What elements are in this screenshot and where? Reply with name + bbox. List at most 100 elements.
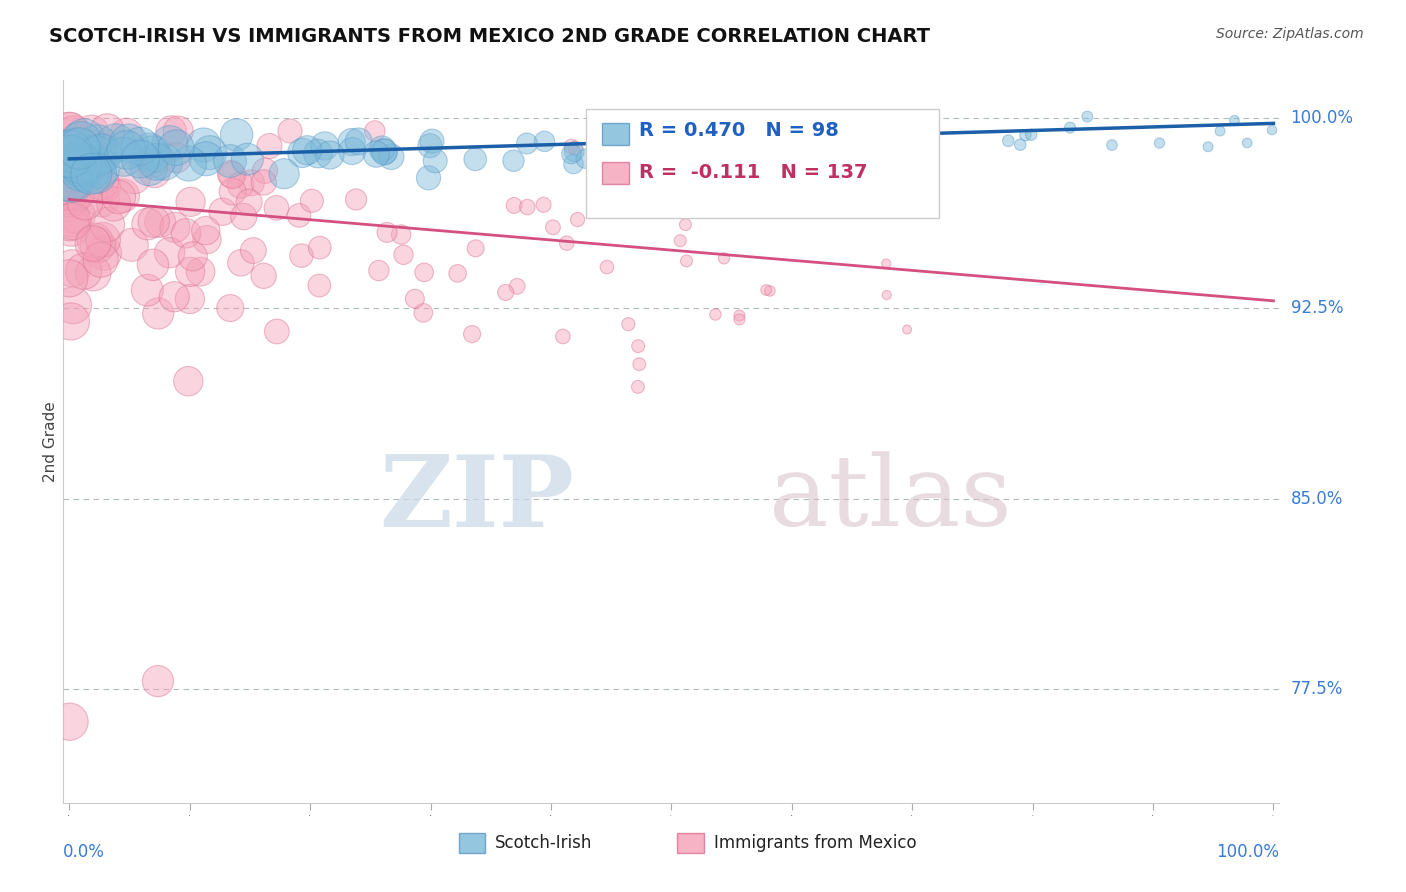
Point bbox=[96, 218, 118, 232]
Point bbox=[75, 159, 97, 173]
Point bbox=[1209, 124, 1232, 138]
FancyBboxPatch shape bbox=[602, 123, 628, 145]
Point bbox=[104, 136, 127, 151]
Point bbox=[211, 204, 233, 219]
Point bbox=[82, 266, 104, 280]
Point bbox=[165, 141, 187, 155]
Point bbox=[420, 134, 443, 148]
Text: Immigrants from Mexico: Immigrants from Mexico bbox=[714, 834, 917, 852]
Point bbox=[219, 167, 242, 181]
Point bbox=[58, 714, 80, 729]
Point bbox=[1010, 137, 1032, 152]
Point bbox=[167, 124, 190, 138]
Point bbox=[419, 138, 441, 153]
Point bbox=[73, 194, 96, 209]
Point bbox=[69, 159, 91, 173]
Point bbox=[718, 192, 741, 206]
Point bbox=[221, 168, 243, 182]
Point bbox=[59, 172, 82, 186]
Point bbox=[229, 178, 252, 192]
Point bbox=[142, 214, 165, 228]
Text: R =  -0.111   N = 137: R = -0.111 N = 137 bbox=[638, 162, 868, 182]
Point bbox=[163, 220, 186, 235]
Point bbox=[91, 233, 114, 247]
Point bbox=[367, 263, 389, 277]
Point bbox=[675, 218, 697, 232]
Point bbox=[166, 151, 188, 165]
Point bbox=[567, 212, 589, 227]
Point bbox=[118, 136, 141, 151]
Point bbox=[238, 194, 260, 209]
Point bbox=[344, 193, 367, 207]
Point bbox=[1014, 128, 1036, 143]
Text: SCOTCH-IRISH VS IMMIGRANTS FROM MEXICO 2ND GRADE CORRELATION CHART: SCOTCH-IRISH VS IMMIGRANTS FROM MEXICO 2… bbox=[49, 27, 931, 45]
Point bbox=[143, 165, 166, 179]
Point bbox=[181, 249, 204, 263]
Point bbox=[86, 238, 108, 252]
Point bbox=[373, 145, 395, 159]
Point bbox=[564, 141, 586, 155]
Text: Source: ZipAtlas.com: Source: ZipAtlas.com bbox=[1216, 27, 1364, 41]
Point bbox=[138, 145, 160, 159]
Point bbox=[758, 143, 780, 157]
Point bbox=[219, 301, 242, 315]
Point bbox=[59, 185, 82, 199]
Point bbox=[273, 167, 295, 181]
Point bbox=[266, 325, 288, 339]
Point bbox=[259, 139, 281, 153]
Y-axis label: 2nd Grade: 2nd Grade bbox=[42, 401, 58, 482]
Point bbox=[375, 226, 398, 240]
Point bbox=[76, 158, 98, 172]
Point bbox=[107, 190, 129, 204]
Point bbox=[412, 306, 434, 320]
Point bbox=[502, 153, 524, 168]
Point bbox=[146, 306, 169, 320]
Point bbox=[464, 241, 486, 255]
Point bbox=[728, 312, 751, 326]
Point bbox=[90, 175, 112, 189]
FancyBboxPatch shape bbox=[678, 833, 704, 854]
Point bbox=[63, 142, 86, 156]
Point bbox=[253, 268, 276, 283]
Point bbox=[221, 185, 243, 199]
Point bbox=[163, 290, 186, 304]
Point bbox=[63, 157, 86, 171]
Point bbox=[141, 154, 163, 169]
Point bbox=[138, 160, 160, 174]
Point bbox=[159, 245, 181, 260]
Point bbox=[288, 208, 311, 222]
Point bbox=[704, 308, 727, 322]
Point bbox=[560, 139, 582, 153]
Point bbox=[90, 147, 112, 161]
Point bbox=[875, 257, 897, 271]
Point bbox=[617, 317, 640, 331]
Point bbox=[997, 134, 1019, 148]
Point bbox=[121, 238, 143, 252]
Point bbox=[253, 163, 276, 178]
Point bbox=[58, 271, 80, 285]
Point bbox=[464, 153, 486, 167]
Point bbox=[73, 132, 96, 146]
Point bbox=[115, 128, 138, 142]
Point bbox=[495, 285, 517, 300]
Point bbox=[676, 138, 699, 153]
Point bbox=[824, 139, 846, 153]
Point bbox=[669, 234, 692, 248]
Point bbox=[141, 147, 163, 161]
Point bbox=[903, 114, 925, 128]
Text: atlas: atlas bbox=[769, 451, 1011, 547]
Point bbox=[59, 215, 82, 229]
Point bbox=[177, 374, 200, 388]
Point bbox=[66, 208, 89, 222]
Point bbox=[160, 124, 183, 138]
Point bbox=[307, 146, 329, 161]
Text: Scotch-Irish: Scotch-Irish bbox=[495, 834, 592, 852]
Point bbox=[425, 153, 447, 168]
Point bbox=[63, 151, 86, 165]
Point bbox=[418, 170, 440, 185]
Point bbox=[219, 154, 242, 169]
Point bbox=[83, 234, 105, 248]
Point bbox=[83, 160, 105, 174]
Point bbox=[153, 155, 176, 169]
Text: 85.0%: 85.0% bbox=[1291, 490, 1343, 508]
